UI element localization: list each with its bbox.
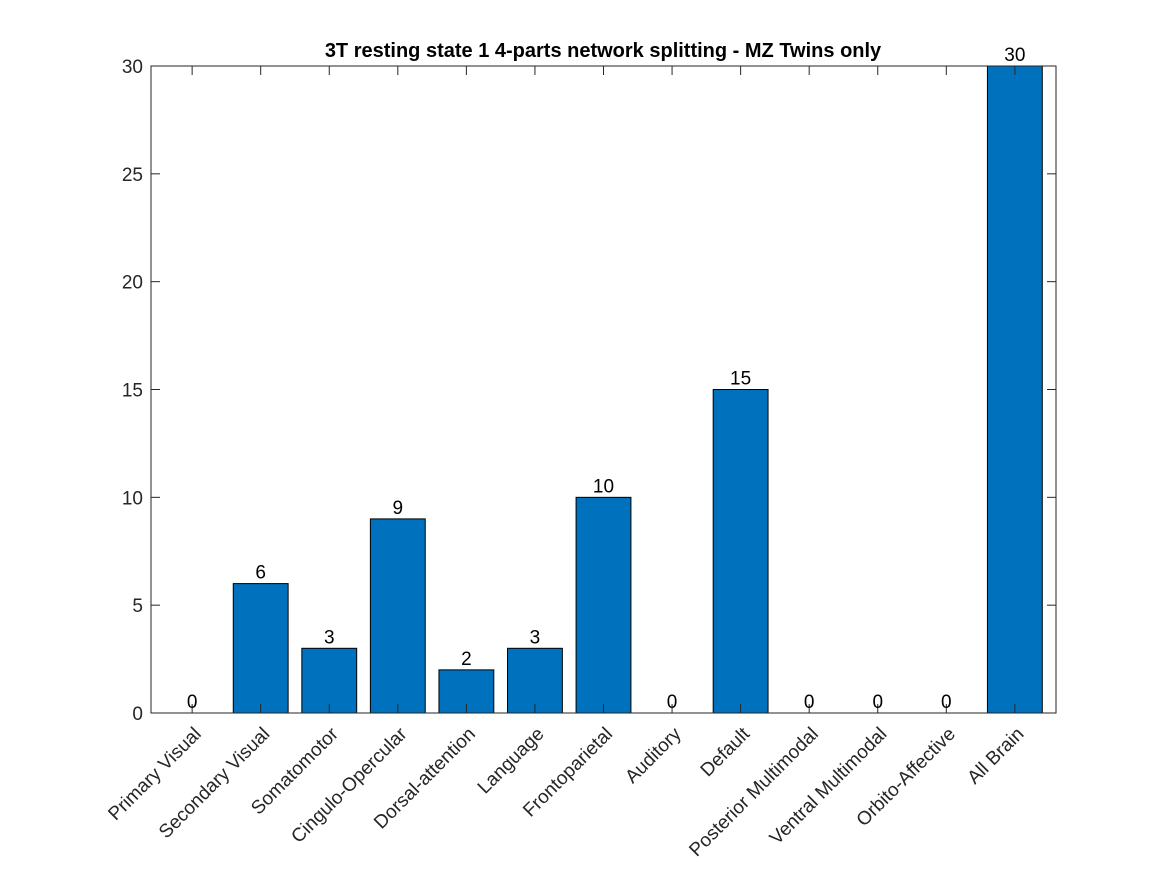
x-tick-label: Auditory [621, 723, 685, 787]
bar [301, 647, 358, 714]
bar-value-label: 0 [804, 692, 815, 713]
bar-value-label: 3 [324, 627, 335, 648]
bar [507, 647, 563, 714]
bar-value-label: 15 [730, 369, 751, 390]
ticks-layer [151, 65, 1056, 714]
bar-value-label: 9 [393, 498, 404, 519]
x-tick-label: Default [697, 723, 755, 781]
y-tick-label: 10 [122, 488, 143, 509]
y-tick-label: 30 [122, 57, 143, 78]
bar [575, 496, 632, 714]
bar-value-label: 10 [593, 476, 614, 497]
bar [369, 518, 426, 714]
x-tick-label: All Brain [964, 724, 1029, 789]
bar [712, 389, 769, 714]
y-tick-label: 5 [132, 596, 143, 617]
x-tick-label: Language [474, 724, 549, 799]
y-tick-label: 15 [122, 381, 143, 402]
bar-value-label: 0 [667, 692, 678, 713]
x-tick-label: Posterior Multimodal [685, 724, 822, 861]
bar-value-label: 0 [941, 692, 952, 713]
x-tick-label: Cingulo-Opercular [287, 723, 411, 847]
bar-value-label: 30 [1004, 45, 1025, 66]
y-tick-label: 20 [122, 273, 143, 294]
bar-value-label: 0 [187, 692, 198, 713]
bars-layer [232, 65, 1043, 714]
y-tick-label: 25 [122, 165, 143, 186]
bar-value-label: 3 [530, 627, 541, 648]
bar-value-label: 2 [461, 649, 472, 670]
bar [986, 65, 1043, 714]
bar-value-label: 0 [872, 692, 883, 713]
y-tick-label: 0 [132, 704, 143, 725]
x-tick-label: Ventral Multimodal [766, 724, 891, 849]
bar [232, 583, 289, 714]
bar-value-label: 6 [255, 563, 266, 584]
chart-title: 3T resting state 1 4-parts network split… [325, 40, 882, 62]
